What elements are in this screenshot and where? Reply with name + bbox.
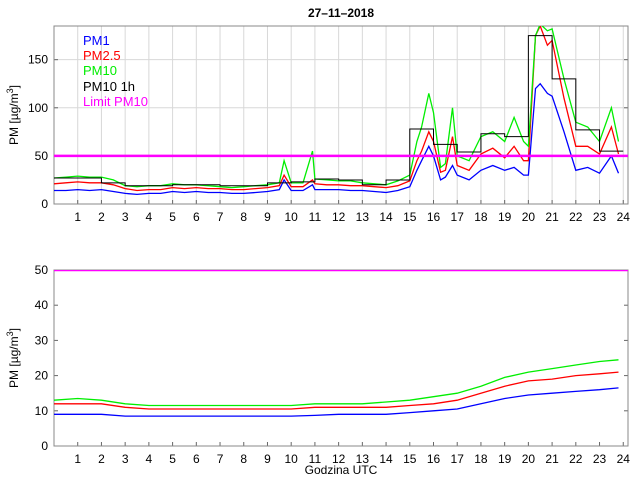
y-label-end: ] (7, 85, 21, 88)
x-tick-label: 24 (617, 210, 631, 224)
y-label-superscript: 3 (5, 88, 15, 93)
x-tick-label: 9 (264, 210, 271, 224)
y-axis-label: PM [µg/m3] (5, 328, 21, 388)
y-tick-label: 0 (41, 197, 48, 211)
bottom-axes: 1 2 3 4 5 6 7 8 9 10 11 12 13 14 15 16 17 18 19 20 21 22 23 240… (5, 263, 630, 466)
x-tick-label: 13 (356, 452, 370, 466)
x-tick-label: 17 (451, 210, 465, 224)
series-pm1-line (54, 82, 620, 196)
x-tick-label: 2 (98, 210, 105, 224)
y-label-end: ] (7, 328, 21, 331)
x-tick-label: 15 (403, 452, 417, 466)
x-tick-label: 7 (217, 210, 224, 224)
x-tick-label: 13 (356, 210, 370, 224)
x-tick-label: 8 (240, 210, 247, 224)
legend-pm10: PM10 (83, 63, 117, 78)
x-tick-label: 20 (522, 210, 536, 224)
legend-pm25: PM2.5 (83, 48, 121, 63)
x-tick-label: 11 (309, 210, 322, 224)
x-tick-label: 21 (545, 452, 559, 466)
series-pm2-5-line (54, 371, 619, 410)
x-tick-label: 11 (309, 452, 322, 466)
series-pm10-1h-steps (54, 35, 624, 187)
y-tick-label: 0 (41, 439, 48, 453)
y-tick-label: 10 (35, 404, 49, 418)
y-label-main: PM [µg/m (7, 336, 21, 388)
x-axis-label: Godzina UTC (305, 463, 378, 477)
x-tick-label: 6 (193, 210, 200, 224)
y-tick-label: 30 (35, 333, 49, 347)
x-tick-label: 14 (379, 210, 393, 224)
axes-frame (53, 269, 629, 447)
y-tick-label: 150 (28, 53, 48, 67)
x-tick-label: 20 (522, 452, 536, 466)
y-tick-label: 40 (35, 298, 49, 312)
x-tick-label: 21 (545, 210, 559, 224)
x-tick-label: 2 (98, 452, 105, 466)
y-tick-label: 50 (35, 149, 49, 163)
series-pm1-line (54, 387, 619, 417)
x-tick-label: 16 (427, 210, 441, 224)
x-tick-label: 10 (285, 452, 299, 466)
series-pm10-line (54, 359, 619, 407)
x-tick-label: 6 (193, 452, 200, 466)
x-tick-label: 3 (122, 452, 129, 466)
x-tick-label: 10 (285, 210, 299, 224)
x-tick-label: 1 (74, 452, 81, 466)
axes-frame (53, 25, 629, 205)
x-tick-label: 12 (332, 452, 346, 466)
x-tick-label: 5 (169, 452, 176, 466)
x-tick-label: 17 (451, 452, 465, 466)
y-tick-label: 50 (35, 263, 49, 277)
x-tick-label: 19 (498, 452, 512, 466)
y-label-superscript: 3 (5, 331, 15, 336)
x-tick-label: 18 (474, 210, 488, 224)
x-tick-label: 18 (474, 452, 488, 466)
y-tick-label: 100 (28, 101, 48, 115)
x-tick-label: 3 (122, 210, 129, 224)
x-tick-label: 22 (569, 452, 583, 466)
x-tick-label: 16 (427, 452, 441, 466)
legend-pm10-1h: PM10 1h (83, 79, 135, 94)
x-tick-label: 8 (240, 452, 247, 466)
x-tick-label: 15 (403, 210, 417, 224)
top-axes: 1 2 3 4 5 6 7 8 9 10 11 12 13 14 15 16 17 18 19 20 21 22 23 240… (5, 25, 631, 224)
x-tick-label: 23 (593, 210, 607, 224)
x-tick-label: 9 (264, 452, 271, 466)
x-tick-label: 23 (593, 452, 607, 466)
series-group (54, 26, 628, 196)
y-axis-label: PM [µg/m3] (5, 85, 21, 145)
x-tick-label: 4 (146, 210, 153, 224)
x-tick-label: 12 (332, 210, 346, 224)
x-tick-label: 19 (498, 210, 512, 224)
y-label-main: PM [µg/m (7, 93, 21, 145)
x-tick-label: 22 (569, 210, 583, 224)
y-tick-label: 20 (35, 369, 49, 383)
x-tick-label: 1 (74, 210, 81, 224)
series-pm10-line (54, 26, 620, 189)
legend: PM1 PM2.5 PM10 PM10 1h Limit PM10 (83, 33, 148, 109)
x-tick-label: 4 (146, 452, 153, 466)
legend-pm1: PM1 (83, 33, 110, 48)
x-tick-label: 5 (169, 210, 176, 224)
legend-limit-pm10: Limit PM10 (83, 94, 148, 109)
x-tick-label: 24 (617, 452, 631, 466)
series-group (54, 270, 628, 417)
chart-title: 27–11–2018 (308, 6, 374, 20)
x-tick-label: 14 (379, 452, 393, 466)
x-tick-label: 7 (217, 452, 224, 466)
